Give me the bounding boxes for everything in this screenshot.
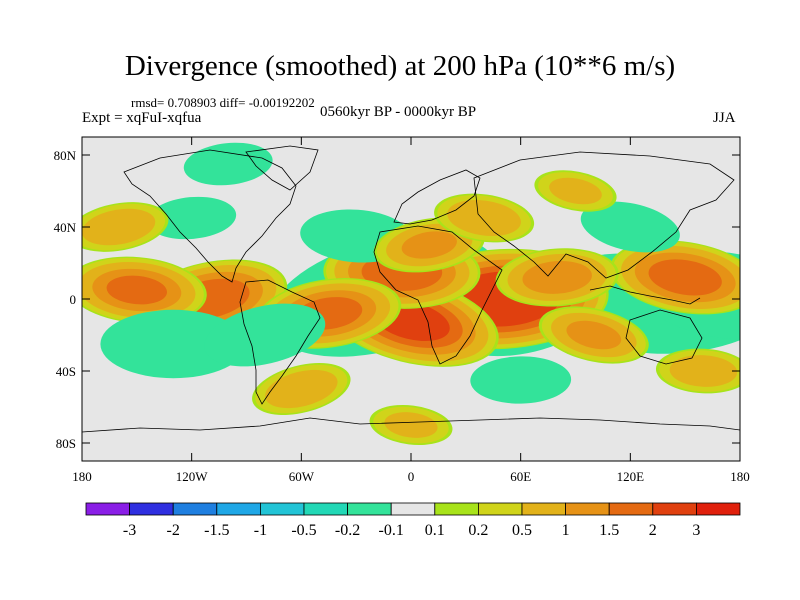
divergence-blob-10-4 — [106, 275, 168, 305]
colorbar-label-8: 0.2 — [468, 522, 488, 539]
divergence-blob-19-2 — [447, 200, 521, 236]
coast-asia — [473, 151, 735, 279]
chart-title: Divergence (smoothed) at 200 hPa (10**6 … — [124, 50, 676, 82]
x-tick-label-2: 60W — [289, 469, 315, 484]
divergence-blob-21-2 — [580, 201, 680, 253]
colorbar-label-7: 0.1 — [425, 522, 445, 539]
colorbar-swatch-9 — [477, 502, 523, 516]
colorbar: -3 -2 -1.5 -1 -0.5 -0.2 -0.1 0.1 0.2 0.5 1 1.5 2 3 — [85, 502, 741, 539]
y-tick-label-4: 80S — [56, 436, 76, 451]
divergence-blob-16-3 — [204, 303, 326, 367]
y-tick-label-1: 40N — [54, 220, 77, 235]
coast-europe — [393, 169, 481, 225]
colorbar-label-2: -1.5 — [204, 522, 229, 539]
colorbar-swatch-7 — [390, 502, 436, 516]
colorbar-swatch-14 — [696, 502, 741, 516]
x-tick-label-0: 180 — [72, 469, 92, 484]
colorbar-label-13: 3 — [692, 522, 700, 539]
colorbar-swatch-12 — [608, 502, 654, 516]
coast-antarctica — [82, 417, 740, 433]
axis-ticks — [81, 137, 741, 461]
coast-africa — [373, 225, 503, 365]
divergence-blob-12-4 — [648, 259, 722, 296]
x-tick-label-5: 120E — [617, 469, 645, 484]
colorbar-swatch-6 — [347, 502, 392, 516]
coastlines — [82, 145, 740, 433]
divergence-blob-28-2 — [549, 177, 602, 205]
divergence-blob-23-2 — [265, 369, 338, 409]
colorbar-label-3: -1 — [254, 522, 267, 539]
coast-south-america — [239, 279, 321, 405]
period-text: 0560kyr BP - 0000kyr BP — [320, 104, 477, 120]
divergence-field — [82, 142, 740, 446]
y-tick-label-0: 80N — [54, 148, 77, 163]
colorbar-swatch-3 — [216, 502, 261, 516]
y-tick-label-3: 40S — [56, 364, 76, 379]
stats-text: rmsd= 0.708903 diff= -0.00192202 — [131, 95, 315, 110]
season-text: JJA — [713, 110, 736, 126]
divergence-blob-14-3 — [566, 320, 622, 350]
divergence-blob-18-3 — [401, 231, 457, 259]
colorbar-swatch-13 — [652, 502, 697, 516]
colorbar-label-1: -2 — [167, 522, 180, 539]
coast-north-america — [123, 149, 297, 283]
divergence-blob-20-2 — [147, 196, 237, 240]
y-tick-label-2: 0 — [70, 292, 77, 307]
colorbar-label-11: 1.5 — [599, 522, 619, 539]
colorbar-swatch-4 — [259, 502, 305, 516]
colorbar-swatch-0 — [85, 502, 130, 516]
colorbar-swatch-1 — [129, 502, 174, 516]
divergence-blob-22-2 — [470, 356, 572, 404]
coast-greenland — [245, 145, 319, 191]
experiment-text: Expt = xqFuI-xqfua — [82, 110, 202, 126]
coast-maritime-continent — [589, 285, 701, 305]
x-tick-label-3: 0 — [408, 469, 415, 484]
divergence-blob-15-4 — [100, 309, 247, 379]
colorbar-swatch-10 — [521, 502, 566, 516]
divergence-blob-24-2 — [669, 355, 738, 387]
x-tick-label-6: 180 — [730, 469, 750, 484]
colorbar-label-9: 0.5 — [512, 522, 532, 539]
x-tick-label-4: 60E — [510, 469, 531, 484]
divergence-blob-25-2 — [82, 208, 156, 246]
colorbar-swatch-11 — [565, 502, 610, 516]
colorbar-swatch-5 — [303, 502, 348, 516]
colorbar-swatch-8 — [434, 502, 479, 516]
colorbar-label-0: -3 — [123, 522, 136, 539]
divergence-blob-26-2 — [384, 412, 438, 438]
colorbar-label-10: 1 — [562, 522, 570, 539]
x-tick-label-1: 120W — [176, 469, 209, 484]
colorbar-label-5: -0.2 — [335, 522, 360, 539]
coast-australia — [625, 309, 703, 365]
colorbar-swatch-2 — [172, 502, 218, 516]
axis-tick-labels: 180 120W 60W 0 60E 120E 180 80N 40N 0 40S 80S — [54, 148, 750, 484]
colorbar-label-6: -0.1 — [379, 522, 404, 539]
colorbar-label-12: 2 — [649, 522, 657, 539]
divergence-blob-13-3 — [522, 260, 592, 294]
divergence-blob-27-2 — [183, 142, 273, 186]
colorbar-label-4: -0.5 — [291, 522, 316, 539]
